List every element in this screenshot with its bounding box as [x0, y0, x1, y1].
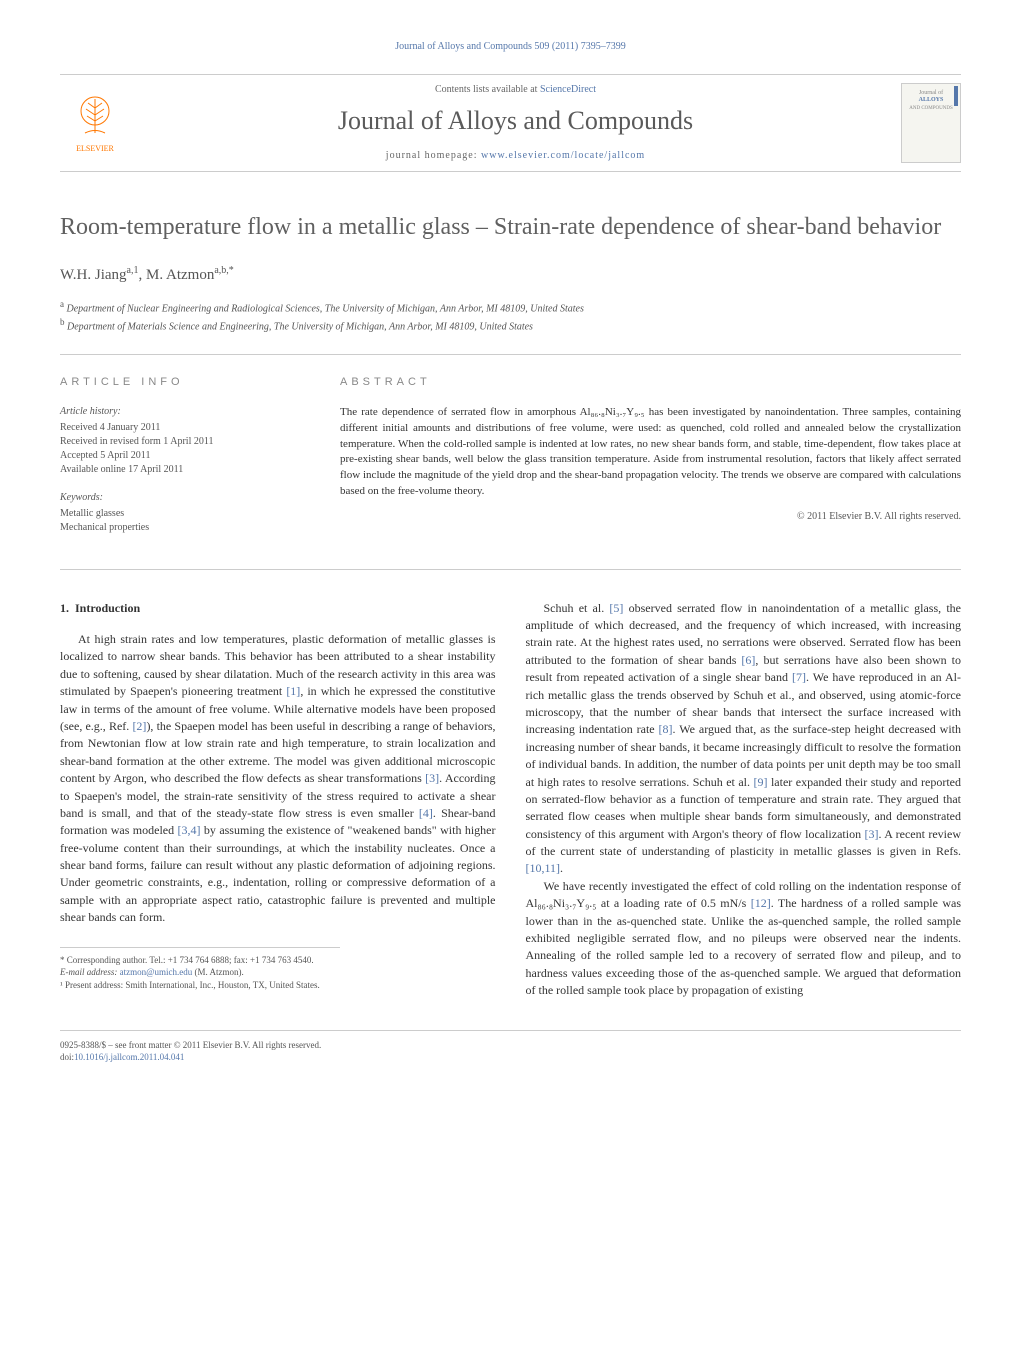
elsevier-tree-icon: [70, 93, 120, 143]
journal-title: Journal of Alloys and Compounds: [130, 103, 901, 139]
doi-link[interactable]: 10.1016/j.jallcom.2011.04.041: [74, 1052, 184, 1062]
article-info: ARTICLE INFO Article history: Received 4…: [60, 375, 300, 548]
column-left: 1. Introduction At high strain rates and…: [60, 600, 496, 1000]
email-label: E-mail address:: [60, 967, 117, 977]
journal-banner: ELSEVIER Contents lists available at Sci…: [60, 74, 961, 172]
keywords-label: Keywords:: [60, 491, 300, 505]
email-who: (M. Atzmon).: [194, 967, 243, 977]
present-address: ¹ Present address: Smith International, …: [60, 979, 340, 992]
history-lines: Received 4 January 2011Received in revis…: [60, 421, 300, 477]
footnotes: * Corresponding author. Tel.: +1 734 764…: [60, 947, 340, 992]
section-number: 1.: [60, 601, 69, 615]
body-paragraph: Schuh et al. [5] observed serrated flow …: [526, 600, 962, 878]
abstract-copyright: © 2011 Elsevier B.V. All rights reserved…: [340, 510, 961, 524]
sciencedirect-link[interactable]: ScienceDirect: [540, 84, 596, 95]
homepage-link[interactable]: www.elsevier.com/locate/jallcom: [481, 150, 645, 161]
doi-line: doi:10.1016/j.jallcom.2011.04.041: [60, 1051, 961, 1064]
page-footer: 0925-8388/$ – see front matter © 2011 El…: [60, 1030, 961, 1064]
section-title: Introduction: [75, 601, 140, 615]
elsevier-logo: ELSEVIER: [60, 83, 130, 163]
abstract: ABSTRACT The rate dependence of serrated…: [340, 375, 961, 548]
cover-text: Journal ofALLOYSAND COMPOUNDS: [909, 90, 952, 112]
section-1-heading: 1. Introduction: [60, 600, 496, 617]
body-paragraph: At high strain rates and low temperature…: [60, 631, 496, 927]
corresponding-author: * Corresponding author. Tel.: +1 734 764…: [60, 954, 340, 967]
email-link[interactable]: atzmon@umich.edu: [120, 967, 193, 977]
body-columns: 1. Introduction At high strain rates and…: [60, 600, 961, 1000]
banner-center: Contents lists available at ScienceDirec…: [130, 83, 901, 163]
column-right: Schuh et al. [5] observed serrated flow …: [526, 600, 962, 1000]
homepage-line: journal homepage: www.elsevier.com/locat…: [130, 149, 901, 163]
abstract-text: The rate dependence of serrated flow in …: [340, 405, 961, 501]
abstract-heading: ABSTRACT: [340, 375, 961, 390]
doi-label: doi:: [60, 1052, 74, 1062]
article-title: Room-temperature flow in a metallic glas…: [60, 212, 961, 243]
running-citation: Journal of Alloys and Compounds 509 (201…: [60, 40, 961, 54]
body-paragraph: We have recently investigated the effect…: [526, 878, 962, 1000]
history-label: Article history:: [60, 405, 300, 419]
elsevier-text: ELSEVIER: [76, 143, 114, 154]
contents-prefix: Contents lists available at: [435, 84, 540, 95]
contents-line: Contents lists available at ScienceDirec…: [130, 83, 901, 97]
journal-cover-thumb: Journal ofALLOYSAND COMPOUNDS: [901, 83, 961, 163]
keywords-lines: Metallic glassesMechanical properties: [60, 507, 300, 535]
homepage-prefix: journal homepage:: [386, 150, 481, 161]
email-line: E-mail address: atzmon@umich.edu (M. Atz…: [60, 966, 340, 979]
article-info-heading: ARTICLE INFO: [60, 375, 300, 390]
issn-line: 0925-8388/$ – see front matter © 2011 El…: [60, 1039, 961, 1052]
author-list: W.H. Jianga,1, M. Atzmona,b,*: [60, 264, 961, 286]
affiliations: a Department of Nuclear Engineering and …: [60, 298, 961, 335]
